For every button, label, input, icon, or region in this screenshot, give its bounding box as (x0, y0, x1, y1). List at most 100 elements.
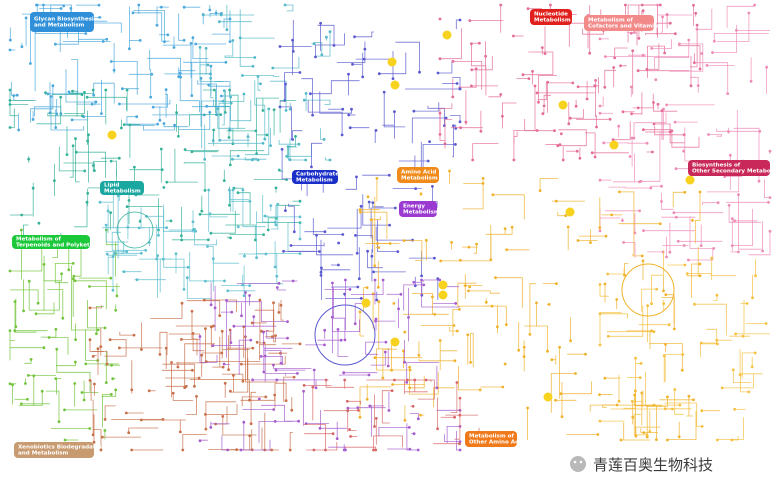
compound-node (422, 283, 426, 287)
compound-node (624, 3, 627, 7)
compound-node (594, 79, 597, 82)
compound-node (242, 294, 246, 297)
compound-node (730, 217, 734, 221)
compound-node (366, 249, 369, 253)
compound-node (162, 186, 166, 189)
compound-node (630, 112, 633, 116)
compound-node (615, 298, 619, 301)
compound-node (100, 112, 103, 115)
pathway-line (694, 303, 727, 336)
compound-node (531, 70, 534, 73)
compound-node (223, 111, 227, 114)
compound-node (209, 231, 213, 235)
pathway-line (369, 405, 384, 437)
compound-node (546, 349, 549, 353)
compound-node (554, 398, 557, 402)
compound-node (228, 163, 232, 167)
compound-node (211, 344, 215, 347)
compound-node (698, 67, 702, 71)
pathway-line (259, 300, 277, 346)
compound-node (246, 135, 250, 139)
compound-node (631, 49, 635, 53)
compound-node (403, 360, 406, 364)
pathway-line (471, 43, 487, 96)
pathway-line (267, 217, 275, 230)
pathway-line (250, 391, 256, 424)
pathway-line (454, 415, 461, 440)
compound-node (289, 244, 293, 247)
compound-node (371, 201, 375, 205)
compound-node (208, 8, 212, 12)
compound-node (93, 169, 96, 173)
compound-node (225, 299, 228, 302)
pathway-line (199, 64, 210, 75)
compound-node (678, 42, 681, 46)
key-compound (387, 57, 397, 67)
compound-node (115, 294, 119, 298)
region-label: Nucleotide (534, 12, 568, 18)
pathway-line (270, 204, 279, 230)
compound-node (567, 122, 571, 126)
compound-node (204, 413, 207, 416)
compound-node (727, 130, 730, 133)
compound-node (665, 103, 668, 107)
compound-node (478, 41, 481, 45)
compound-node (726, 92, 730, 95)
pathway-line (314, 42, 323, 55)
pathway-line (404, 380, 428, 393)
pathway-line (632, 93, 654, 109)
compound-node (161, 418, 165, 421)
pathway-line (261, 356, 283, 366)
compound-node (359, 204, 363, 208)
compound-node (527, 77, 531, 80)
compound-node (707, 133, 710, 136)
compound-node (27, 279, 31, 283)
pathway-line (159, 331, 168, 356)
compound-node (543, 52, 547, 55)
pathway-line (367, 251, 383, 269)
compound-node (47, 336, 51, 339)
compound-node (388, 242, 392, 245)
pathway-line (14, 301, 37, 333)
compound-node (452, 124, 455, 128)
compound-node (286, 320, 289, 323)
compound-node (324, 378, 328, 382)
compound-node (207, 83, 211, 87)
pathway-line (222, 416, 257, 436)
pathway-line (748, 231, 771, 256)
compound-node (584, 352, 587, 356)
pathway-line (647, 45, 665, 78)
compound-node (252, 315, 256, 318)
compound-node (355, 175, 358, 179)
pathway-line (43, 255, 62, 282)
compound-node (42, 346, 46, 350)
compound-node (312, 368, 316, 372)
compound-node (588, 51, 592, 55)
compound-node (8, 48, 12, 52)
compound-node (403, 330, 407, 334)
compound-node (451, 60, 455, 63)
compound-node (367, 373, 371, 377)
compound-node (175, 111, 179, 115)
compound-node (373, 278, 377, 282)
compound-node (220, 351, 224, 355)
pathway-line (654, 126, 685, 136)
pathway-line (626, 330, 652, 350)
compound-node (191, 332, 195, 335)
compound-node (646, 304, 649, 308)
compound-node (634, 434, 638, 438)
pathway-line (87, 96, 127, 111)
compound-node (683, 190, 687, 194)
compound-node (92, 93, 96, 97)
watermark: 青莲百奥生物科技 (570, 456, 713, 474)
compound-node (368, 404, 372, 408)
compound-node (104, 381, 108, 384)
compound-node (312, 42, 316, 46)
compound-node (144, 248, 148, 252)
pathway-line (178, 112, 211, 130)
compound-node (676, 239, 680, 243)
compound-node (578, 156, 582, 160)
pathway-line (440, 234, 492, 262)
compound-node (109, 276, 113, 280)
compound-node (396, 250, 400, 254)
